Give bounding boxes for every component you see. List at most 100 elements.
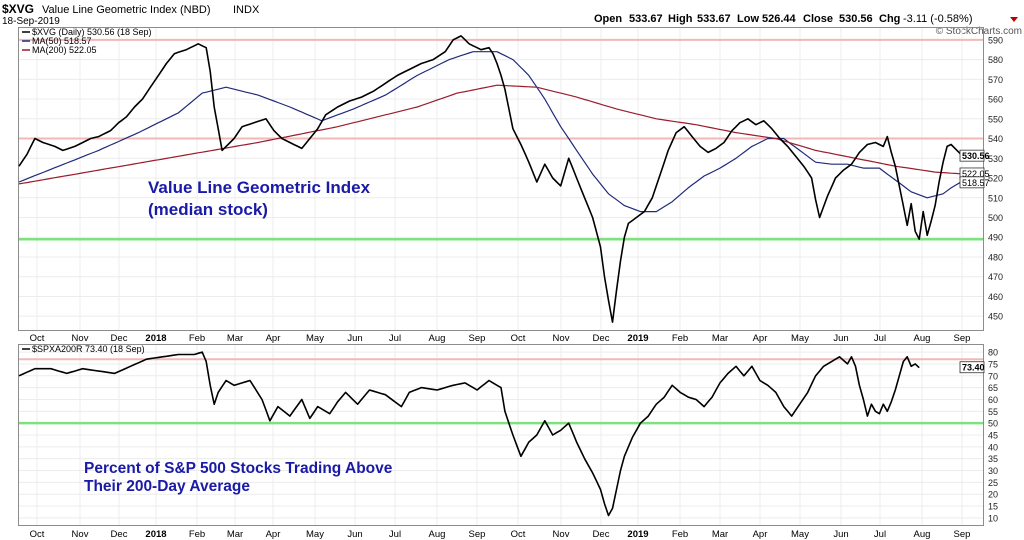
- lower-gridlines: [19, 345, 983, 525]
- x-tick-label: Oct: [511, 529, 526, 540]
- high-label: High: [668, 13, 693, 25]
- x-tick-label: 2019: [627, 333, 648, 344]
- last-value-tag-box: [959, 176, 985, 189]
- x-tick-label: Feb: [189, 333, 205, 344]
- x-tick-label: Mar: [712, 529, 728, 540]
- x-tick-label: Aug: [429, 333, 446, 344]
- legend-entry: $XVG (Daily) 530.56 (18 Sep): [32, 27, 152, 37]
- x-tick-label: May: [791, 529, 809, 540]
- y-tick-label: 580: [988, 55, 1003, 65]
- x-tick-label: Feb: [672, 529, 688, 540]
- low-value: 526.44: [762, 13, 797, 25]
- x-tick-label: Oct: [30, 333, 45, 344]
- x-tick-label: Sep: [469, 333, 486, 344]
- x-tick-label: Jul: [389, 529, 401, 540]
- x-tick-label: Jun: [347, 529, 362, 540]
- y-tick-label: 65: [988, 383, 998, 393]
- lower-x-axis: Oct Nov Dec 2018 Feb Mar Apr May Jun Jul Aug Sep Oct…: [30, 529, 971, 540]
- exchange-label: INDX: [233, 4, 260, 16]
- legend-entry: $SPXA200R 73.40 (18 Sep): [32, 344, 145, 354]
- upper-annotation: Value Line Geometric Index (median stock): [148, 178, 371, 219]
- x-tick-label: Apr: [266, 529, 281, 540]
- y-tick-label: 480: [988, 252, 1003, 262]
- y-tick-label: 490: [988, 233, 1003, 243]
- x-tick-label: Mar: [227, 333, 243, 344]
- chg-label: Chg: [879, 13, 900, 25]
- x-tick-label: Jul: [874, 529, 886, 540]
- upper-gridlines: [19, 28, 983, 330]
- y-tick-label: 460: [988, 292, 1003, 302]
- x-tick-label: Jul: [389, 333, 401, 344]
- quote-bar: Open 533.67 High 533.67 Low 526.44 Close…: [594, 13, 1018, 25]
- x-tick-label: Oct: [30, 529, 45, 540]
- annotation-text: Their 200-Day Average: [84, 478, 250, 495]
- upper-y-axis: 450 460 470 480 490 500 510 520 530 540 550 560 570 5…: [988, 35, 1003, 321]
- y-tick-label: 40: [988, 442, 998, 452]
- y-tick-label: 30: [988, 466, 998, 476]
- x-tick-label: Apr: [753, 333, 768, 344]
- legend-entry: MA(50) 518.57: [32, 36, 92, 46]
- y-tick-label: 70: [988, 371, 998, 381]
- y-tick-label: 500: [988, 213, 1003, 223]
- watermark: © StockCharts.com: [936, 26, 1022, 37]
- x-tick-label: 2018: [145, 333, 166, 344]
- x-tick-label: 2018: [145, 529, 166, 540]
- x-tick-label: Sep: [469, 529, 486, 540]
- x-tick-label: Jul: [874, 333, 886, 344]
- y-tick-label: 80: [988, 348, 998, 358]
- last-value-tag: 73.40: [962, 363, 985, 373]
- lower-annotation: Percent of S&P 500 Stocks Trading AboveT…: [84, 460, 393, 495]
- lower-legend: $SPXA200R 73.40 (18 Sep): [22, 344, 145, 354]
- x-tick-label: Jun: [347, 333, 362, 344]
- x-tick-label: Nov: [72, 529, 89, 540]
- x-tick-label: Dec: [593, 333, 610, 344]
- open-value: 533.67: [629, 13, 663, 25]
- y-tick-label: 50: [988, 419, 998, 429]
- x-tick-label: Feb: [672, 333, 688, 344]
- x-tick-label: Mar: [712, 333, 728, 344]
- annotation-text: Value Line Geometric Index: [148, 178, 371, 197]
- annotation-text: Percent of S&P 500 Stocks Trading Above: [84, 460, 393, 477]
- x-tick-label: Mar: [227, 529, 243, 540]
- last-value-tag: 522.05: [962, 169, 990, 179]
- open-label: Open: [594, 13, 622, 25]
- x-tick-label: Sep: [954, 333, 971, 344]
- x-tick-label: May: [306, 529, 324, 540]
- high-value: 533.67: [697, 13, 731, 25]
- upper-x-axis: Oct Nov Dec 2018 Feb Mar Apr May Jun Jul Aug Sep Oct…: [30, 333, 971, 344]
- lower-reference-lines: [19, 358, 983, 425]
- x-tick-label: Nov: [72, 333, 89, 344]
- close-value: 530.56: [839, 13, 873, 25]
- lower-panel-frame: [18, 344, 984, 526]
- x-tick-label: Aug: [914, 529, 931, 540]
- x-tick-label: Dec: [111, 529, 128, 540]
- y-tick-label: 55: [988, 407, 998, 417]
- last-value-tag: 530.56: [962, 151, 990, 161]
- x-tick-label: Aug: [914, 333, 931, 344]
- down-arrow-icon: [1010, 17, 1018, 22]
- annotation-text: (median stock): [148, 200, 268, 219]
- close-label: Close: [803, 13, 833, 25]
- upper-series-group: [18, 35, 964, 323]
- x-tick-label: 2019: [627, 529, 648, 540]
- x-tick-label: May: [306, 333, 324, 344]
- y-tick-label: 35: [988, 454, 998, 464]
- low-label: Low: [737, 13, 759, 25]
- last-value-tag-box: [959, 149, 985, 162]
- y-tick-label: 520: [988, 174, 1003, 184]
- ma200-line: [18, 84, 964, 185]
- y-tick-label: 530: [988, 154, 1003, 164]
- y-tick-label: 25: [988, 478, 998, 488]
- index-name: Value Line Geometric Index (NBD): [42, 4, 211, 16]
- x-tick-label: May: [791, 333, 809, 344]
- x-tick-label: Apr: [753, 529, 768, 540]
- y-tick-label: 540: [988, 134, 1003, 144]
- x-tick-label: Dec: [593, 529, 610, 540]
- y-tick-label: 450: [988, 312, 1003, 322]
- y-tick-label: 45: [988, 431, 998, 441]
- x-tick-label: Nov: [553, 333, 570, 344]
- last-value-tag: 518.57: [962, 178, 990, 188]
